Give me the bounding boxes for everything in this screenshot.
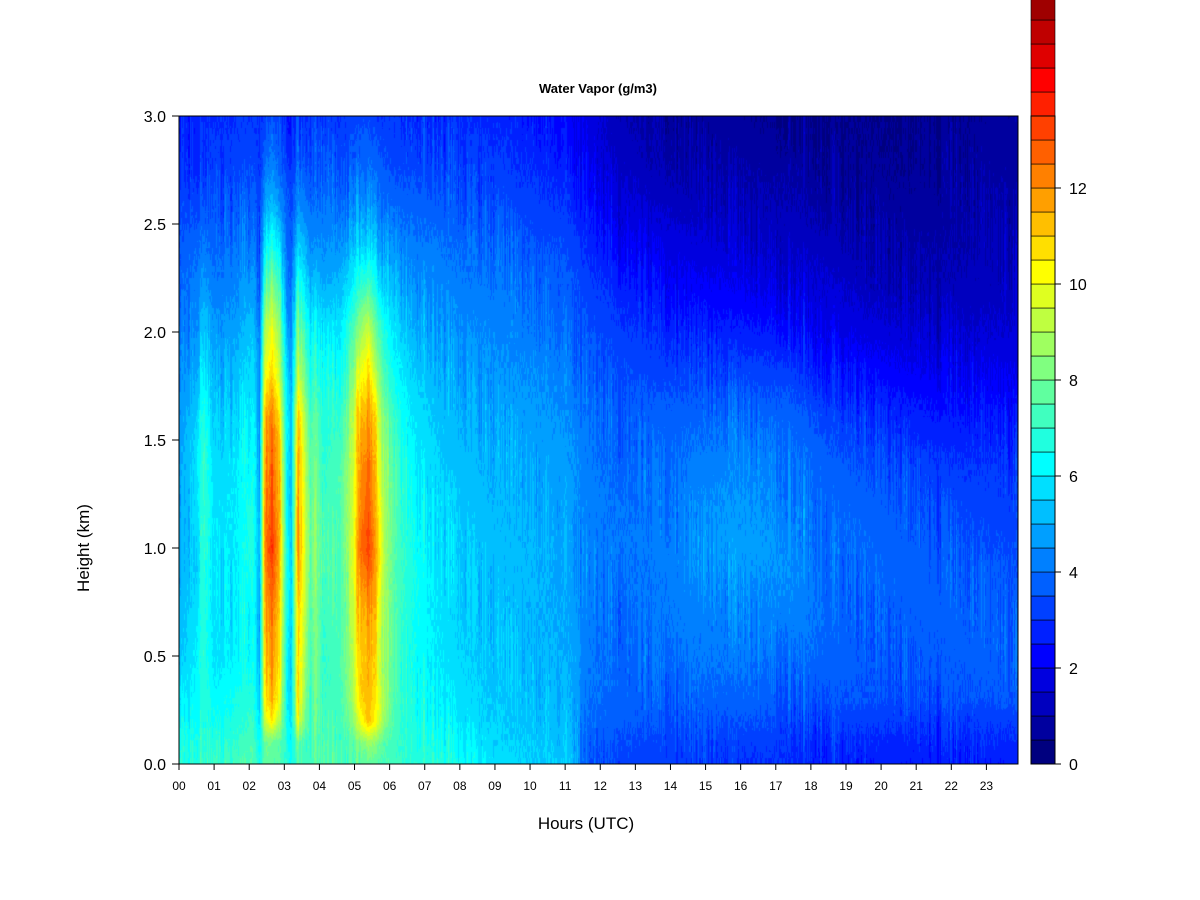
x-axis: 00 01 02 03 04 05 06 07 08 09 10 11 12 13 14 15 16 17 18 19… (172, 764, 993, 793)
colorbar-swatch (1030, 547, 1056, 573)
colorbar-swatch (1030, 307, 1056, 333)
colorbar-swatch (1030, 187, 1056, 213)
colorbar-swatch (1030, 667, 1056, 693)
y-axis-label: Height (km) (74, 504, 93, 592)
x-tick-label: 14 (664, 779, 678, 793)
x-tick-label: 09 (488, 779, 502, 793)
x-tick-label: 04 (313, 779, 327, 793)
x-tick-label: 03 (278, 779, 292, 793)
colorbar-tick-label: 4 (1069, 565, 1078, 582)
colorbar-swatch (1030, 691, 1056, 717)
colorbar-swatch (1030, 235, 1056, 261)
colorbar-swatch (1030, 475, 1056, 501)
x-tick-label: 20 (874, 779, 888, 793)
colorbar-swatch (1030, 499, 1056, 525)
x-tick-label: 19 (839, 779, 853, 793)
colorbar-swatch (1030, 643, 1056, 669)
x-tick-label: 02 (243, 779, 257, 793)
x-tick-label: 07 (418, 779, 432, 793)
heatmap-image (179, 116, 1018, 764)
chart-title: Water Vapor (g/m3) (539, 81, 657, 96)
y-tick-label: 2.0 (144, 325, 166, 342)
colorbar-swatch (1030, 67, 1056, 93)
x-tick-label: 18 (804, 779, 818, 793)
colorbar-swatch (1030, 451, 1056, 477)
colorbar-swatch (1030, 211, 1056, 237)
colorbar-swatch (1030, 91, 1056, 117)
colorbar-tick-label: 6 (1069, 469, 1078, 486)
colorbar-swatch (1030, 115, 1056, 141)
y-axis: 0.0 0.5 1.0 1.5 2.0 2.5 3.0 (144, 109, 179, 774)
x-axis-label: Hours (UTC) (538, 814, 634, 833)
colorbar-swatch (1030, 355, 1056, 381)
x-tick-label: 16 (734, 779, 748, 793)
x-tick-label: 13 (629, 779, 643, 793)
x-tick-label: 06 (383, 779, 397, 793)
x-tick-label: 23 (980, 779, 994, 793)
colorbar-swatch (1030, 331, 1056, 357)
colorbar-tick-label: 8 (1069, 373, 1078, 390)
x-tick-label: 15 (699, 779, 713, 793)
colorbar-swatch (1030, 571, 1056, 597)
y-tick-label: 1.5 (144, 433, 166, 450)
y-tick-label: 2.5 (144, 217, 166, 234)
x-tick-label: 11 (559, 779, 572, 793)
x-tick-label: 05 (348, 779, 362, 793)
colorbar-swatch (1030, 283, 1056, 309)
colorbar-tick-label: 2 (1069, 661, 1078, 678)
colorbar-swatch (1030, 259, 1056, 285)
colorbar-swatch (1030, 19, 1056, 45)
y-tick-label: 0.5 (144, 649, 166, 666)
colorbar-swatch (1030, 0, 1056, 21)
x-tick-label: 01 (207, 779, 221, 793)
colorbar-swatch (1030, 403, 1056, 429)
x-tick-label: 17 (769, 779, 783, 793)
colorbar-swatch (1030, 43, 1056, 69)
x-tick-label: 21 (910, 779, 924, 793)
colorbar-swatch (1030, 379, 1056, 405)
x-tick-label: 22 (945, 779, 959, 793)
y-tick-label: 3.0 (144, 109, 166, 126)
colorbar-swatch (1030, 427, 1056, 453)
colorbar: 0 2 4 6 8 10 12 (1030, 0, 1087, 774)
plot-area (178, 115, 1019, 765)
x-tick-label: 10 (523, 779, 537, 793)
colorbar-tick-label: 10 (1069, 277, 1087, 294)
colorbar-swatch (1030, 739, 1056, 765)
colorbar-swatch (1030, 595, 1056, 621)
colorbar-tick-label: 12 (1069, 181, 1087, 198)
colorbar-swatch (1030, 139, 1056, 165)
colorbar-frame (1030, 115, 1056, 765)
y-tick-label: 0.0 (144, 757, 166, 774)
x-tick-label: 08 (453, 779, 467, 793)
x-tick-label: 12 (594, 779, 608, 793)
x-tick-label: 00 (172, 779, 186, 793)
colorbar-swatch (1030, 163, 1056, 189)
colorbar-swatch (1030, 619, 1056, 645)
colorbar-swatch (1030, 523, 1056, 549)
colorbar-tick-label: 0 (1069, 757, 1078, 774)
colorbar-swatch (1030, 715, 1056, 741)
y-tick-label: 1.0 (144, 541, 166, 558)
